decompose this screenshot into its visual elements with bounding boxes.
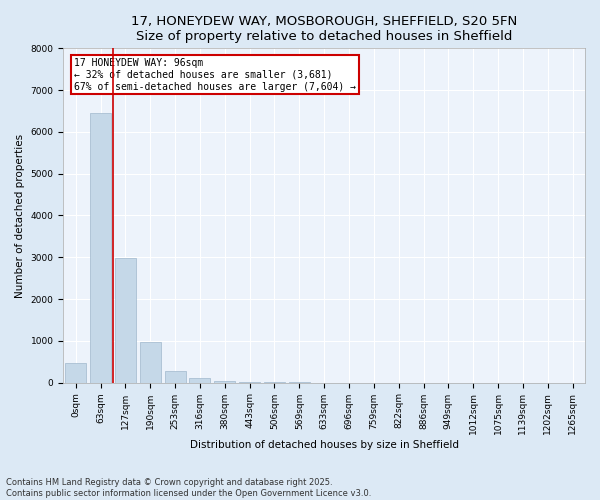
Bar — [65, 362, 86, 382]
Title: 17, HONEYDEW WAY, MOSBOROUGH, SHEFFIELD, S20 5FN
Size of property relative to de: 17, HONEYDEW WAY, MOSBOROUGH, SHEFFIELD,… — [131, 15, 517, 43]
Text: 17 HONEYDEW WAY: 96sqm
← 32% of detached houses are smaller (3,681)
67% of semi-: 17 HONEYDEW WAY: 96sqm ← 32% of detached… — [74, 58, 356, 92]
Bar — [140, 342, 161, 382]
Y-axis label: Number of detached properties: Number of detached properties — [15, 134, 25, 298]
Bar — [115, 258, 136, 382]
Bar — [190, 378, 211, 382]
Bar — [90, 113, 111, 382]
Bar — [164, 371, 185, 382]
Bar — [214, 381, 235, 382]
Text: Contains HM Land Registry data © Crown copyright and database right 2025.
Contai: Contains HM Land Registry data © Crown c… — [6, 478, 371, 498]
X-axis label: Distribution of detached houses by size in Sheffield: Distribution of detached houses by size … — [190, 440, 458, 450]
